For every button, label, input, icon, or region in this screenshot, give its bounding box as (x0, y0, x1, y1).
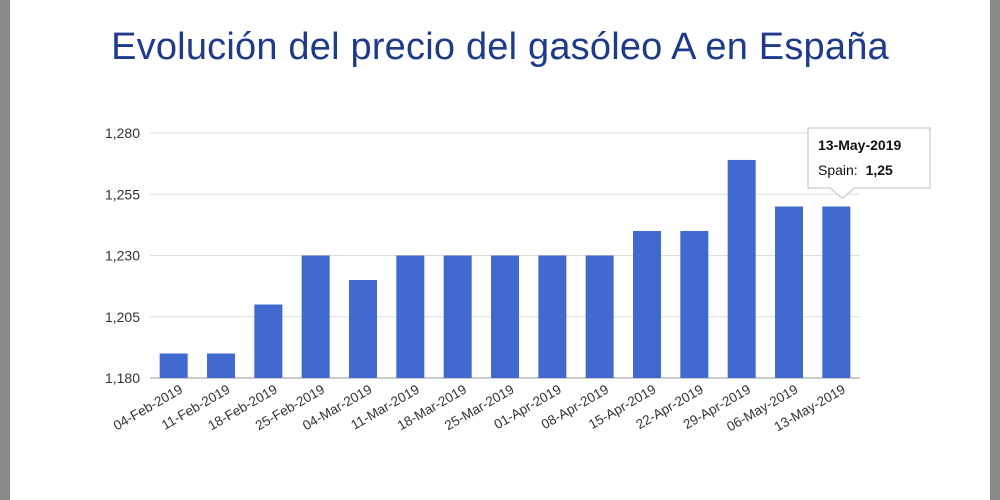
left-border (0, 0, 10, 500)
bar[interactable] (301, 255, 330, 379)
bar[interactable] (159, 353, 188, 379)
bar[interactable] (491, 255, 519, 379)
bar[interactable] (775, 206, 803, 379)
bar[interactable] (443, 255, 472, 379)
tooltip-value: 1,25 (866, 162, 893, 178)
x-axis-labels: 04-Feb-201911-Feb-201918-Feb-201925-Feb-… (111, 382, 848, 435)
y-tick-label: 1,205 (105, 309, 140, 325)
bars (159, 159, 851, 379)
bar[interactable] (585, 255, 614, 379)
tooltip-date: 13-May-2019 (818, 137, 901, 153)
y-axis-labels: 1,180 1,205 1,230 1,255 1,280 (105, 125, 140, 386)
bar[interactable] (680, 231, 709, 378)
tooltip-series-value: Spain: 1,25 (818, 162, 893, 178)
bar[interactable] (727, 159, 756, 378)
tooltip-box (807, 127, 931, 200)
bar[interactable] (396, 255, 425, 379)
y-tick-label: 1,230 (105, 248, 140, 264)
y-tick-label: 1,180 (105, 370, 140, 386)
y-tick-label: 1,255 (105, 186, 140, 202)
bar[interactable] (349, 280, 377, 378)
bar[interactable] (822, 206, 851, 379)
bar[interactable] (633, 231, 661, 378)
chart-title: Evolución del precio del gasóleo A en Es… (111, 26, 889, 68)
tooltip-series-label: Spain: (818, 162, 858, 178)
bar[interactable] (538, 255, 567, 379)
y-tick-label: 1,280 (105, 125, 140, 141)
bar[interactable] (207, 353, 235, 379)
bar[interactable] (254, 304, 283, 379)
tooltip: 13-May-2019 Spain: 1,25 (807, 127, 931, 200)
right-border (990, 0, 1000, 500)
